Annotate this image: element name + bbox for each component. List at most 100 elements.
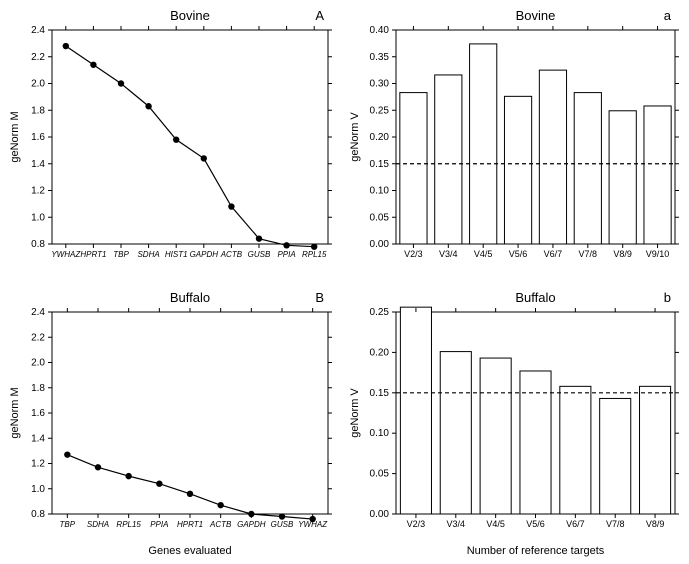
bar — [470, 44, 497, 244]
y-tick-label: 0.20 — [370, 132, 390, 143]
bar-category-label: V3/4 — [447, 519, 466, 529]
panel-letter: B — [315, 290, 324, 305]
panel-title: Bovine — [170, 8, 210, 23]
panel-title: Buffalo — [170, 290, 210, 305]
y-tick-label: 0.10 — [370, 186, 390, 197]
panel-title: Bovine — [516, 8, 556, 23]
y-tick-label: 1.6 — [31, 132, 45, 143]
gene-label: TBP — [60, 520, 76, 529]
y-tick-label: 0.20 — [370, 347, 390, 358]
y-tick-label: 0.8 — [31, 509, 45, 520]
chart-grid: 0.81.01.21.41.61.82.02.22.4YWHAZHPRT1TBP… — [0, 0, 689, 564]
y-tick-label: 1.2 — [31, 459, 45, 470]
bar-category-label: V9/10 — [646, 249, 670, 259]
bar — [440, 352, 471, 514]
y-tick-label: 2.2 — [31, 332, 45, 343]
y-tick-label: 1.0 — [31, 484, 45, 495]
y-tick-label: 0.25 — [370, 307, 390, 318]
panel-title: Buffalo — [515, 290, 555, 305]
data-point — [125, 473, 131, 479]
y-tick-label: 0.00 — [370, 239, 390, 250]
gene-label: PPIA — [277, 250, 295, 259]
y-axis-label: geNorm V — [349, 388, 361, 438]
gene-label: PPIA — [150, 520, 168, 529]
bar — [644, 106, 671, 244]
bar — [435, 75, 462, 244]
data-point — [64, 451, 70, 457]
gene-label: HIST1 — [165, 250, 188, 259]
gene-label: ACTB — [209, 520, 232, 529]
y-tick-label: 1.8 — [31, 383, 45, 394]
data-point — [256, 235, 262, 241]
gene-label: TBP — [113, 250, 129, 259]
y-tick-label: 0.40 — [370, 25, 390, 36]
y-tick-label: 0.8 — [31, 239, 45, 250]
y-axis-label: geNorm M — [9, 111, 21, 162]
y-tick-label: 1.6 — [31, 408, 45, 419]
panel-letter: b — [664, 290, 671, 305]
bar — [400, 307, 431, 514]
data-point — [187, 491, 193, 497]
gene-label: RPL15 — [116, 520, 141, 529]
data-point — [118, 80, 124, 86]
y-tick-label: 2.0 — [31, 358, 45, 369]
gene-label: GUSB — [248, 250, 271, 259]
bar-category-label: V3/4 — [439, 249, 458, 259]
bar — [600, 398, 631, 514]
bar-category-label: V2/3 — [404, 249, 423, 259]
y-tick-label: 2.0 — [31, 79, 45, 90]
gene-label: GAPDH — [237, 520, 266, 529]
y-tick-label: 0.05 — [370, 469, 390, 480]
bar-category-label: V4/5 — [474, 249, 493, 259]
y-tick-label: 2.4 — [31, 25, 45, 36]
data-point — [201, 155, 207, 161]
y-axis-label: geNorm V — [349, 112, 361, 162]
gene-label: GUSB — [271, 520, 294, 529]
x-axis-label: Genes evaluated — [148, 545, 231, 557]
panel-letter: a — [664, 8, 672, 23]
gene-label: ACTB — [220, 250, 243, 259]
data-point — [217, 502, 223, 508]
data-point — [173, 136, 179, 142]
gene-label: HPRT1 — [80, 250, 106, 259]
y-axis-label: geNorm M — [9, 387, 21, 438]
panel-A: 0.81.01.21.41.61.82.02.22.4YWHAZHPRT1TBP… — [0, 0, 340, 282]
bar — [609, 111, 636, 244]
bar-category-label: V6/7 — [544, 249, 563, 259]
bar — [574, 93, 601, 244]
gene-label: HPRT1 — [177, 520, 203, 529]
bar-category-label: V8/9 — [613, 249, 632, 259]
gene-label: GAPDH — [190, 250, 219, 259]
data-point — [228, 203, 234, 209]
bar — [480, 358, 511, 514]
data-point — [95, 464, 101, 470]
y-tick-label: 0.15 — [370, 159, 390, 170]
panel-B: 0.81.01.21.41.61.82.02.22.4TBPSDHARPL15P… — [0, 282, 340, 564]
y-tick-label: 0.25 — [370, 105, 390, 116]
y-tick-label: 0.30 — [370, 79, 390, 90]
y-tick-label: 2.2 — [31, 52, 45, 63]
gene-label: RPL15 — [302, 250, 327, 259]
bar-category-label: V5/6 — [526, 519, 545, 529]
y-tick-label: 1.8 — [31, 105, 45, 116]
gene-label: YWHAZ — [51, 250, 81, 259]
data-point — [145, 103, 151, 109]
y-tick-label: 0.05 — [370, 212, 390, 223]
bar-category-label: V4/5 — [486, 519, 505, 529]
y-tick-label: 0.00 — [370, 509, 390, 520]
y-tick-label: 0.10 — [370, 428, 390, 439]
bar — [504, 96, 531, 244]
bar-category-label: V7/8 — [606, 519, 625, 529]
bar — [560, 386, 591, 514]
gene-label: SDHA — [87, 520, 109, 529]
bar-category-label: V2/3 — [407, 519, 426, 529]
bar-category-label: V5/6 — [509, 249, 528, 259]
y-tick-label: 1.4 — [31, 159, 45, 170]
bar-category-label: V8/9 — [646, 519, 665, 529]
gene-label: SDHA — [137, 250, 159, 259]
bar — [400, 93, 427, 244]
y-tick-label: 1.4 — [31, 433, 45, 444]
y-tick-label: 0.15 — [370, 388, 390, 399]
data-point — [63, 43, 69, 49]
y-tick-label: 1.0 — [31, 212, 45, 223]
